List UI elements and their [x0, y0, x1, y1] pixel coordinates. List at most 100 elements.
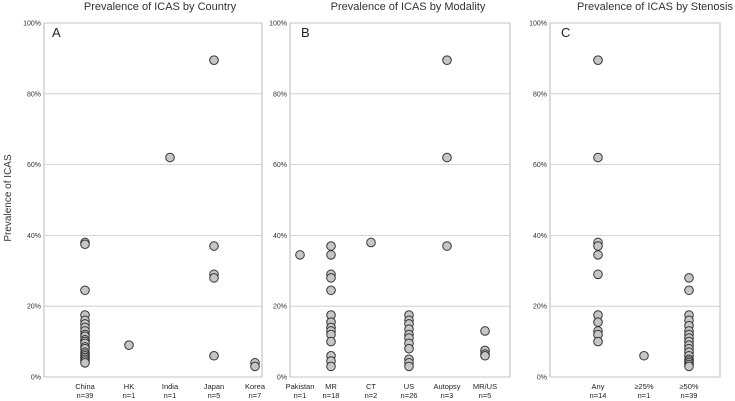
y-tick-label: 40% — [533, 233, 547, 240]
gridlines — [43, 22, 263, 378]
panel-letter: C — [561, 25, 570, 40]
category-count: n=39 — [77, 391, 94, 400]
plot-frame — [289, 22, 511, 378]
y-tick-label: 100% — [269, 21, 287, 28]
category-label: China — [75, 382, 95, 391]
panel-modality: Prevalence of ICAS by Modality B 0% 20% 40… — [269, 1, 511, 400]
category-count: n=1 — [294, 391, 307, 400]
category-count: n=39 — [681, 391, 698, 400]
data-point — [593, 250, 603, 260]
category-count: n=14 — [590, 391, 607, 400]
y-tick-label: 60% — [27, 162, 41, 169]
category-label: Japan — [204, 382, 224, 391]
data-point — [326, 336, 336, 347]
panel-country: Prevalence of ICAS by Country A 0% 20% 40%… — [23, 1, 314, 400]
data-point — [480, 326, 490, 336]
data-points — [80, 55, 305, 372]
data-point — [326, 273, 336, 283]
data-point — [295, 250, 305, 260]
y-tick-label: 100% — [23, 21, 41, 28]
y-tick-labels: 0% 20% 40% 60% 80% 100% — [23, 21, 41, 382]
data-point — [442, 241, 452, 251]
category-label: India — [162, 382, 179, 391]
data-point — [593, 336, 603, 347]
data-point — [366, 237, 376, 248]
y-tick-label: 60% — [273, 162, 287, 169]
panel-title: Prevalence of ICAS by Stenosis — [577, 1, 733, 13]
data-point — [593, 241, 603, 251]
category-count: n=5 — [208, 391, 221, 400]
y-tick-labels: 0% 20% 40% 60% 80% 100% — [269, 21, 287, 382]
category-label: US — [404, 382, 414, 391]
category-count: n=18 — [323, 391, 340, 400]
data-point — [124, 340, 134, 350]
category-label: Pakistan — [286, 382, 315, 391]
panel-stenosis: Prevalence of ICAS by Stenosis C 0% 20% 40… — [529, 1, 733, 400]
data-point — [593, 317, 603, 327]
data-point — [209, 241, 219, 251]
category-count: n=3 — [441, 391, 454, 400]
data-point — [326, 285, 336, 296]
category-labels: Chinan=39HKn=1Indian=1Japann=5Korean=7Pa… — [75, 382, 314, 400]
data-point — [639, 350, 649, 361]
y-tick-label: 40% — [273, 233, 287, 240]
data-point — [209, 273, 219, 283]
data-point — [250, 361, 260, 372]
category-label: MR — [325, 382, 337, 391]
y-tick-labels: 0% 20% 40% 60% 80% 100% — [529, 21, 547, 382]
data-points — [593, 55, 694, 372]
category-label: HK — [124, 382, 134, 391]
data-point — [684, 285, 694, 296]
data-point — [593, 152, 603, 163]
y-tick-label: 0% — [277, 375, 287, 382]
data-point — [684, 273, 694, 283]
y-tick-label: 100% — [529, 21, 547, 28]
data-point — [593, 55, 603, 65]
category-label: Autopsy — [433, 382, 460, 391]
data-point — [593, 269, 603, 280]
data-point — [326, 250, 336, 260]
y-tick-label: 40% — [27, 233, 41, 240]
category-label: Any — [592, 382, 605, 391]
y-tick-label: 20% — [27, 304, 41, 311]
data-point — [442, 55, 452, 65]
data-point — [209, 350, 219, 361]
category-count: n=26 — [401, 391, 418, 400]
data-point — [404, 343, 414, 354]
y-tick-label: 0% — [31, 375, 41, 382]
panel-title: Prevalence of ICAS by Country — [84, 1, 237, 13]
category-count: n=1 — [123, 391, 136, 400]
y-tick-label: 60% — [533, 162, 547, 169]
category-label: ≥50% — [679, 382, 698, 391]
category-count: n=1 — [638, 391, 651, 400]
y-tick-label: 0% — [537, 375, 547, 382]
y-axis-label: Prevalence of ICAS — [3, 154, 14, 242]
data-point — [684, 361, 694, 372]
data-point — [80, 239, 90, 250]
data-point — [80, 358, 90, 368]
y-tick-label: 80% — [27, 91, 41, 98]
panel-letter: B — [301, 25, 310, 40]
category-label: ≥25% — [634, 382, 653, 391]
panel-title: Prevalence of ICAS by Modality — [331, 1, 486, 13]
y-tick-label: 80% — [273, 91, 287, 98]
category-count: n=2 — [365, 391, 378, 400]
data-point — [326, 361, 336, 372]
gridlines — [549, 22, 721, 378]
data-point — [209, 55, 219, 65]
data-point — [404, 361, 414, 372]
category-label: MR/US — [473, 382, 497, 391]
data-points — [326, 55, 490, 372]
gridlines — [289, 22, 511, 378]
y-tick-label: 80% — [533, 91, 547, 98]
plot-frame — [43, 22, 263, 378]
category-count: n=5 — [479, 391, 492, 400]
category-label: CT — [366, 382, 376, 391]
category-label: Korea — [245, 382, 266, 391]
y-tick-label: 20% — [273, 304, 287, 311]
data-point — [80, 285, 90, 296]
data-point — [480, 350, 490, 361]
